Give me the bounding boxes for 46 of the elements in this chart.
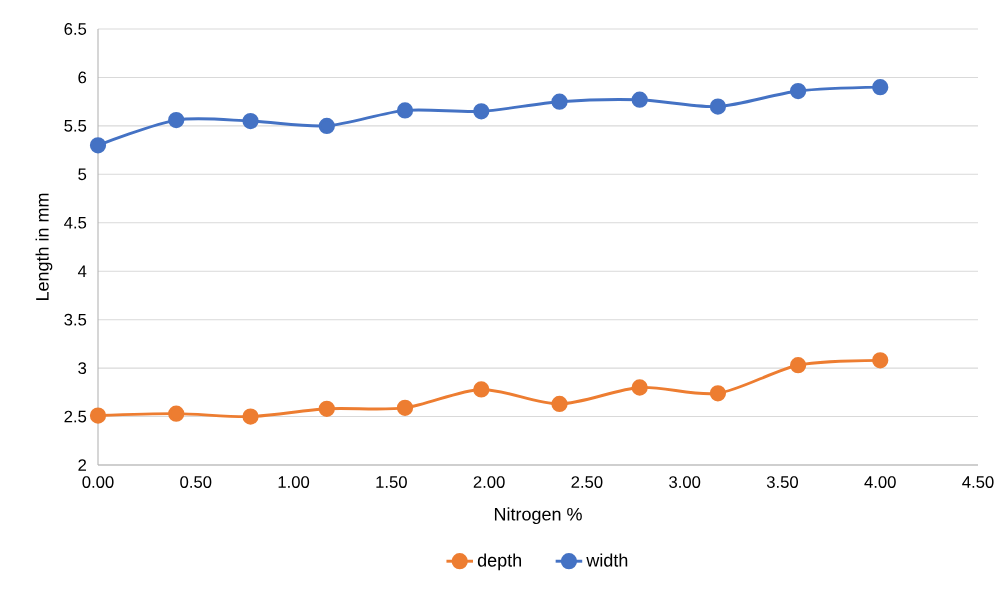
x-tick-label: 4.50 xyxy=(962,476,994,488)
point xyxy=(168,405,185,422)
point xyxy=(631,91,648,108)
point xyxy=(872,79,889,96)
legend-label: width xyxy=(586,553,628,567)
x-axis-title: Nitrogen % xyxy=(494,507,582,525)
point xyxy=(396,399,414,416)
point xyxy=(396,102,414,119)
y-tick-label: 6.5 xyxy=(64,23,87,35)
legend-label: depth xyxy=(477,553,522,571)
y-tick-label: 4 xyxy=(77,265,87,277)
x-tick-label: 2.00 xyxy=(473,476,505,488)
x-tick-label: 4.00 xyxy=(864,476,896,488)
point xyxy=(709,385,727,402)
point xyxy=(242,408,259,425)
x-tick-label: 2.50 xyxy=(571,476,603,488)
point xyxy=(789,82,807,100)
point xyxy=(168,111,185,129)
y-tick-label: 2.5 xyxy=(64,410,87,423)
point xyxy=(551,395,568,413)
point xyxy=(89,407,107,424)
y-tick-label: 5 xyxy=(78,168,87,181)
x-tick-label: 0.50 xyxy=(180,476,212,488)
y-tick-label: 4.5 xyxy=(64,216,87,229)
x-tick-label: 0.00 xyxy=(82,476,114,488)
point xyxy=(242,112,259,130)
point xyxy=(318,117,335,135)
y-tick-label: 6 xyxy=(78,71,87,84)
y-tick-label: 5.5 xyxy=(64,120,87,132)
point xyxy=(709,98,727,115)
point xyxy=(631,379,648,396)
y-axis-title: Length in mm xyxy=(35,193,53,301)
y-tick-label: 2 xyxy=(78,459,87,471)
point xyxy=(789,357,807,374)
point xyxy=(318,400,335,417)
y-tick-label: 3 xyxy=(78,362,87,375)
point xyxy=(473,381,490,398)
point xyxy=(872,352,889,369)
x-tick-label: 1.00 xyxy=(278,476,310,488)
x-tick-label: 1.50 xyxy=(376,476,407,488)
y-tick-label: 3.5 xyxy=(64,313,87,326)
point xyxy=(473,103,490,120)
x-tick-label: 3.50 xyxy=(766,476,799,488)
point xyxy=(551,93,568,110)
x-tick-label: 3.00 xyxy=(669,476,701,488)
point xyxy=(89,137,107,154)
